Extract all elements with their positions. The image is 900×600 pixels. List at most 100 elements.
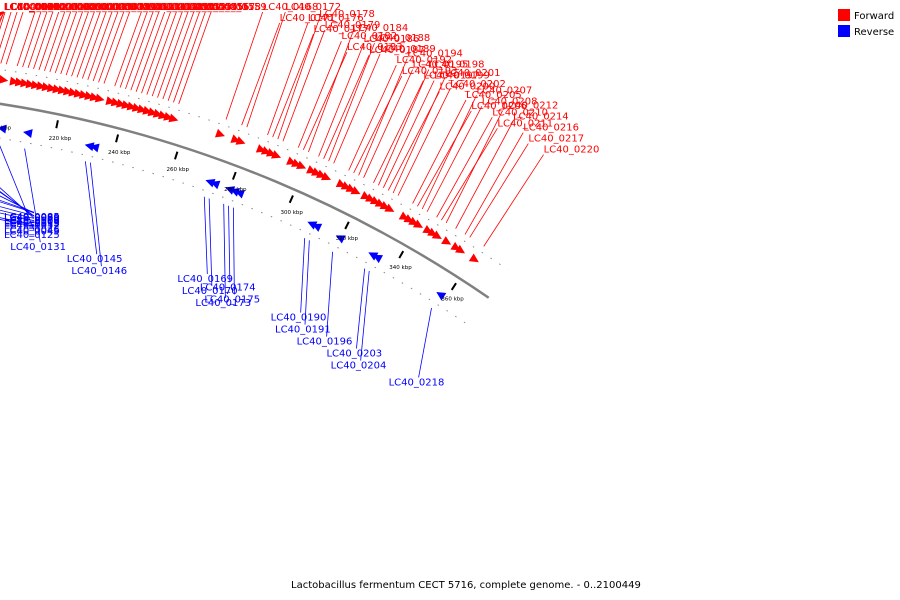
reverse-gene-label[interactable]: LC40_0146 bbox=[71, 266, 127, 277]
forward-gene-label[interactable]: LC40_0156 bbox=[194, 2, 250, 13]
forward-gene-label[interactable]: LC40_0141 bbox=[112, 2, 168, 13]
reverse-gene-label[interactable]: LC40_0056 bbox=[4, 216, 60, 227]
forward-gene-label[interactable]: LC40_0096 bbox=[4, 2, 60, 13]
forward-gene-label[interactable]: LC40_0176 bbox=[308, 13, 364, 24]
forward-gene-label[interactable]: LC40_0143 bbox=[124, 2, 180, 13]
forward-gene-label[interactable]: LC40_0212 bbox=[503, 101, 559, 112]
forward-gene-label[interactable]: LC40_0123 bbox=[17, 2, 73, 13]
forward-gene-label[interactable]: LC40_0122 bbox=[11, 2, 67, 13]
forward-gene-label[interactable]: LC40_0054 bbox=[4, 2, 60, 13]
forward-gene-label[interactable]: LC40_0168 bbox=[263, 2, 319, 13]
forward-gene-label[interactable]: LC40_0144 bbox=[130, 2, 186, 13]
forward-gene-label[interactable]: LC40_0188 bbox=[374, 33, 430, 44]
reverse-gene-label[interactable]: LC40_0174 bbox=[200, 282, 256, 293]
forward-gene-label[interactable]: LC40_0090 bbox=[4, 2, 60, 13]
forward-gene-label[interactable]: LC40_0216 bbox=[523, 123, 579, 134]
forward-gene-label[interactable]: LC40_0134 bbox=[71, 2, 127, 13]
reverse-gene-label[interactable]: LC40_0196 bbox=[297, 337, 353, 348]
reverse-gene-label[interactable]: LC40_0053 bbox=[4, 218, 60, 229]
forward-gene-label[interactable]: LC40_0065 bbox=[4, 2, 60, 13]
forward-gene-label[interactable]: LC40_0194 bbox=[407, 49, 463, 60]
forward-gene-label[interactable]: LC40_0129 bbox=[47, 2, 103, 13]
forward-gene-label[interactable]: LC40_0182 bbox=[341, 31, 397, 42]
forward-gene-label[interactable]: LC40_0158 bbox=[205, 2, 261, 13]
forward-gene-label[interactable]: LC40_0140 bbox=[106, 2, 162, 13]
forward-gene-label[interactable]: LC40_0038 bbox=[4, 2, 60, 13]
forward-gene-label[interactable]: LC40_0208 bbox=[482, 96, 538, 107]
forward-gene-label[interactable]: LC40_0111 bbox=[4, 2, 60, 13]
forward-gene-label[interactable]: LC40_0201 bbox=[445, 68, 501, 79]
forward-gene-label[interactable]: LC40_0189 bbox=[380, 44, 436, 55]
reverse-gene-label[interactable]: LC40_0145 bbox=[67, 254, 123, 265]
forward-gene-label[interactable]: LC40_0198 bbox=[429, 60, 485, 71]
reverse-gene-label[interactable]: LC40_0131 bbox=[10, 242, 66, 253]
forward-gene-label[interactable]: LC40_0082 bbox=[4, 2, 60, 13]
forward-gene-label[interactable]: LC40_0062 bbox=[4, 2, 60, 13]
forward-gene-label[interactable]: LC40_0137 bbox=[88, 2, 144, 13]
forward-gene-label[interactable]: LC40_0078 bbox=[4, 2, 60, 13]
forward-gene-label[interactable]: LC40_0195 bbox=[413, 60, 469, 71]
forward-gene-label[interactable]: LC40_0135 bbox=[77, 2, 133, 13]
forward-gene-label[interactable]: LC40_0119 bbox=[4, 2, 60, 13]
reverse-gene-label[interactable]: LC40_0173 bbox=[195, 298, 251, 309]
forward-gene-label[interactable]: LC40_0077 bbox=[4, 2, 60, 13]
forward-gene-label[interactable]: LC40_0159 bbox=[211, 2, 267, 13]
forward-gene-label[interactable]: LC40_0100 bbox=[4, 2, 60, 13]
reverse-gene-label[interactable]: LC40_0125 bbox=[4, 230, 60, 241]
forward-gene-label[interactable]: LC40_0132 bbox=[59, 2, 115, 13]
forward-gene-label[interactable]: LC40_0205 bbox=[466, 90, 522, 101]
forward-gene-label[interactable]: LC40_0126 bbox=[35, 2, 91, 13]
forward-gene-label[interactable]: LC40_0179 bbox=[325, 20, 381, 31]
forward-gene-label[interactable]: LC40_0193 bbox=[402, 66, 458, 77]
forward-gene-label[interactable]: LC40_0110 bbox=[4, 2, 60, 13]
forward-gene-label[interactable]: LC40_0094 bbox=[4, 2, 60, 13]
forward-gene-label[interactable]: LC40_0099 bbox=[4, 2, 60, 13]
forward-gene-label[interactable]: LC40_0177 bbox=[313, 24, 369, 35]
forward-gene-label[interactable]: LC40_0178 bbox=[319, 9, 375, 20]
reverse-gene-label[interactable]: LC40_0204 bbox=[331, 361, 387, 372]
reverse-gene-label[interactable]: LC40_0203 bbox=[326, 349, 382, 360]
forward-gene-label[interactable]: LC40_0130 bbox=[53, 2, 109, 13]
forward-gene-label[interactable]: LC40_0088 bbox=[4, 2, 60, 13]
forward-gene-label[interactable]: LC40_0207 bbox=[477, 85, 533, 96]
forward-gene-label[interactable]: LC40_0091 bbox=[4, 2, 60, 13]
forward-gene-label[interactable]: LC40_0121 bbox=[5, 2, 61, 13]
reverse-gene-label[interactable]: LC40_0175 bbox=[204, 294, 260, 305]
reverse-gene-label[interactable]: LC40_0190 bbox=[271, 313, 327, 324]
forward-gene-label[interactable]: LC40_0184 bbox=[352, 23, 408, 34]
forward-gene-label[interactable]: LC40_0214 bbox=[513, 112, 569, 123]
reverse-gene-label[interactable]: LC40_0098 bbox=[4, 213, 60, 224]
forward-gene-label[interactable]: LC40_0151 bbox=[165, 2, 221, 13]
forward-gene-label[interactable]: LC40_0112 bbox=[4, 2, 60, 13]
forward-gene-label[interactable]: LC40_0072 bbox=[4, 2, 60, 13]
reverse-gene-label[interactable]: LC40_0109 bbox=[4, 216, 60, 227]
reverse-gene-label[interactable]: LC40_0108 bbox=[4, 216, 60, 227]
forward-gene-label[interactable]: LC40_0147 bbox=[141, 2, 197, 13]
reverse-gene-label[interactable]: LC40_0191 bbox=[275, 325, 331, 336]
reverse-gene-label[interactable]: LC40_0080 bbox=[4, 213, 60, 224]
reverse-gene-label[interactable]: LC40_0085 bbox=[4, 212, 60, 223]
forward-gene-label[interactable]: LC40_0063 bbox=[4, 2, 60, 13]
forward-gene-label[interactable]: LC40_0114 bbox=[4, 2, 60, 13]
forward-gene-label[interactable]: LC40_0101 bbox=[4, 2, 60, 13]
forward-gene-label[interactable]: LC40_0149 bbox=[153, 2, 209, 13]
forward-gene-label[interactable]: LC40_0139 bbox=[100, 2, 156, 13]
forward-gene-label[interactable]: LC40_0192 bbox=[396, 55, 452, 66]
forward-gene-label[interactable]: LC40_0171 bbox=[280, 13, 336, 24]
forward-gene-label[interactable]: LC40_0202 bbox=[450, 79, 506, 90]
reverse-gene-label[interactable]: LC40_0218 bbox=[389, 377, 445, 388]
forward-gene-label[interactable]: LC40_0155 bbox=[188, 2, 244, 13]
forward-gene-label[interactable]: LC40_0095 bbox=[4, 2, 60, 13]
forward-gene-label[interactable]: LC40_0217 bbox=[528, 134, 584, 145]
forward-gene-label[interactable]: LC40_0200 bbox=[439, 82, 495, 93]
reverse-gene-label[interactable]: LC40_0045 bbox=[4, 226, 60, 237]
reverse-gene-label[interactable]: LC40_0169 bbox=[177, 274, 233, 285]
reverse-gene-label[interactable]: LC40_0052 bbox=[4, 221, 60, 232]
reverse-gene-label[interactable]: LC40_0046 bbox=[4, 225, 60, 236]
forward-gene-label[interactable]: LC40_0097 bbox=[4, 2, 60, 13]
forward-gene-label[interactable]: LC40_0157 bbox=[200, 2, 256, 13]
forward-gene-label[interactable]: LC40_0206 bbox=[471, 101, 527, 112]
forward-gene-label[interactable]: LC40_0199 bbox=[434, 71, 490, 82]
forward-gene-label[interactable]: LC40_0150 bbox=[159, 2, 215, 13]
forward-gene-label[interactable]: LC40_0172 bbox=[285, 2, 341, 13]
